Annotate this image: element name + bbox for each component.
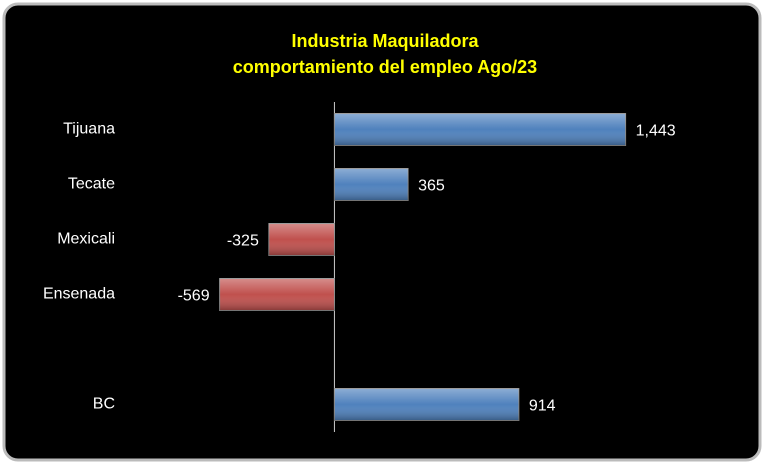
y-tick-label: Mexicali	[57, 231, 115, 248]
value-label: -569	[178, 288, 210, 305]
value-label: -325	[227, 233, 259, 250]
bar-shade	[334, 168, 409, 201]
y-tick-label: Tijuana	[63, 121, 115, 138]
value-label: 365	[418, 178, 445, 195]
value-label: 1,443	[636, 123, 676, 140]
y-tick-label: BC	[93, 396, 115, 413]
y-tick-label: Tecate	[68, 176, 115, 193]
bar-shade	[219, 278, 335, 311]
chart-title: Industria Maquiladora	[291, 31, 479, 51]
bar-shade	[334, 113, 626, 146]
bar-shade	[268, 223, 335, 256]
bar-shade	[334, 388, 519, 421]
value-label: 914	[529, 398, 556, 415]
y-tick-label: Ensenada	[43, 286, 115, 303]
chart-subtitle: comportamiento del empleo Ago/23	[233, 57, 537, 77]
